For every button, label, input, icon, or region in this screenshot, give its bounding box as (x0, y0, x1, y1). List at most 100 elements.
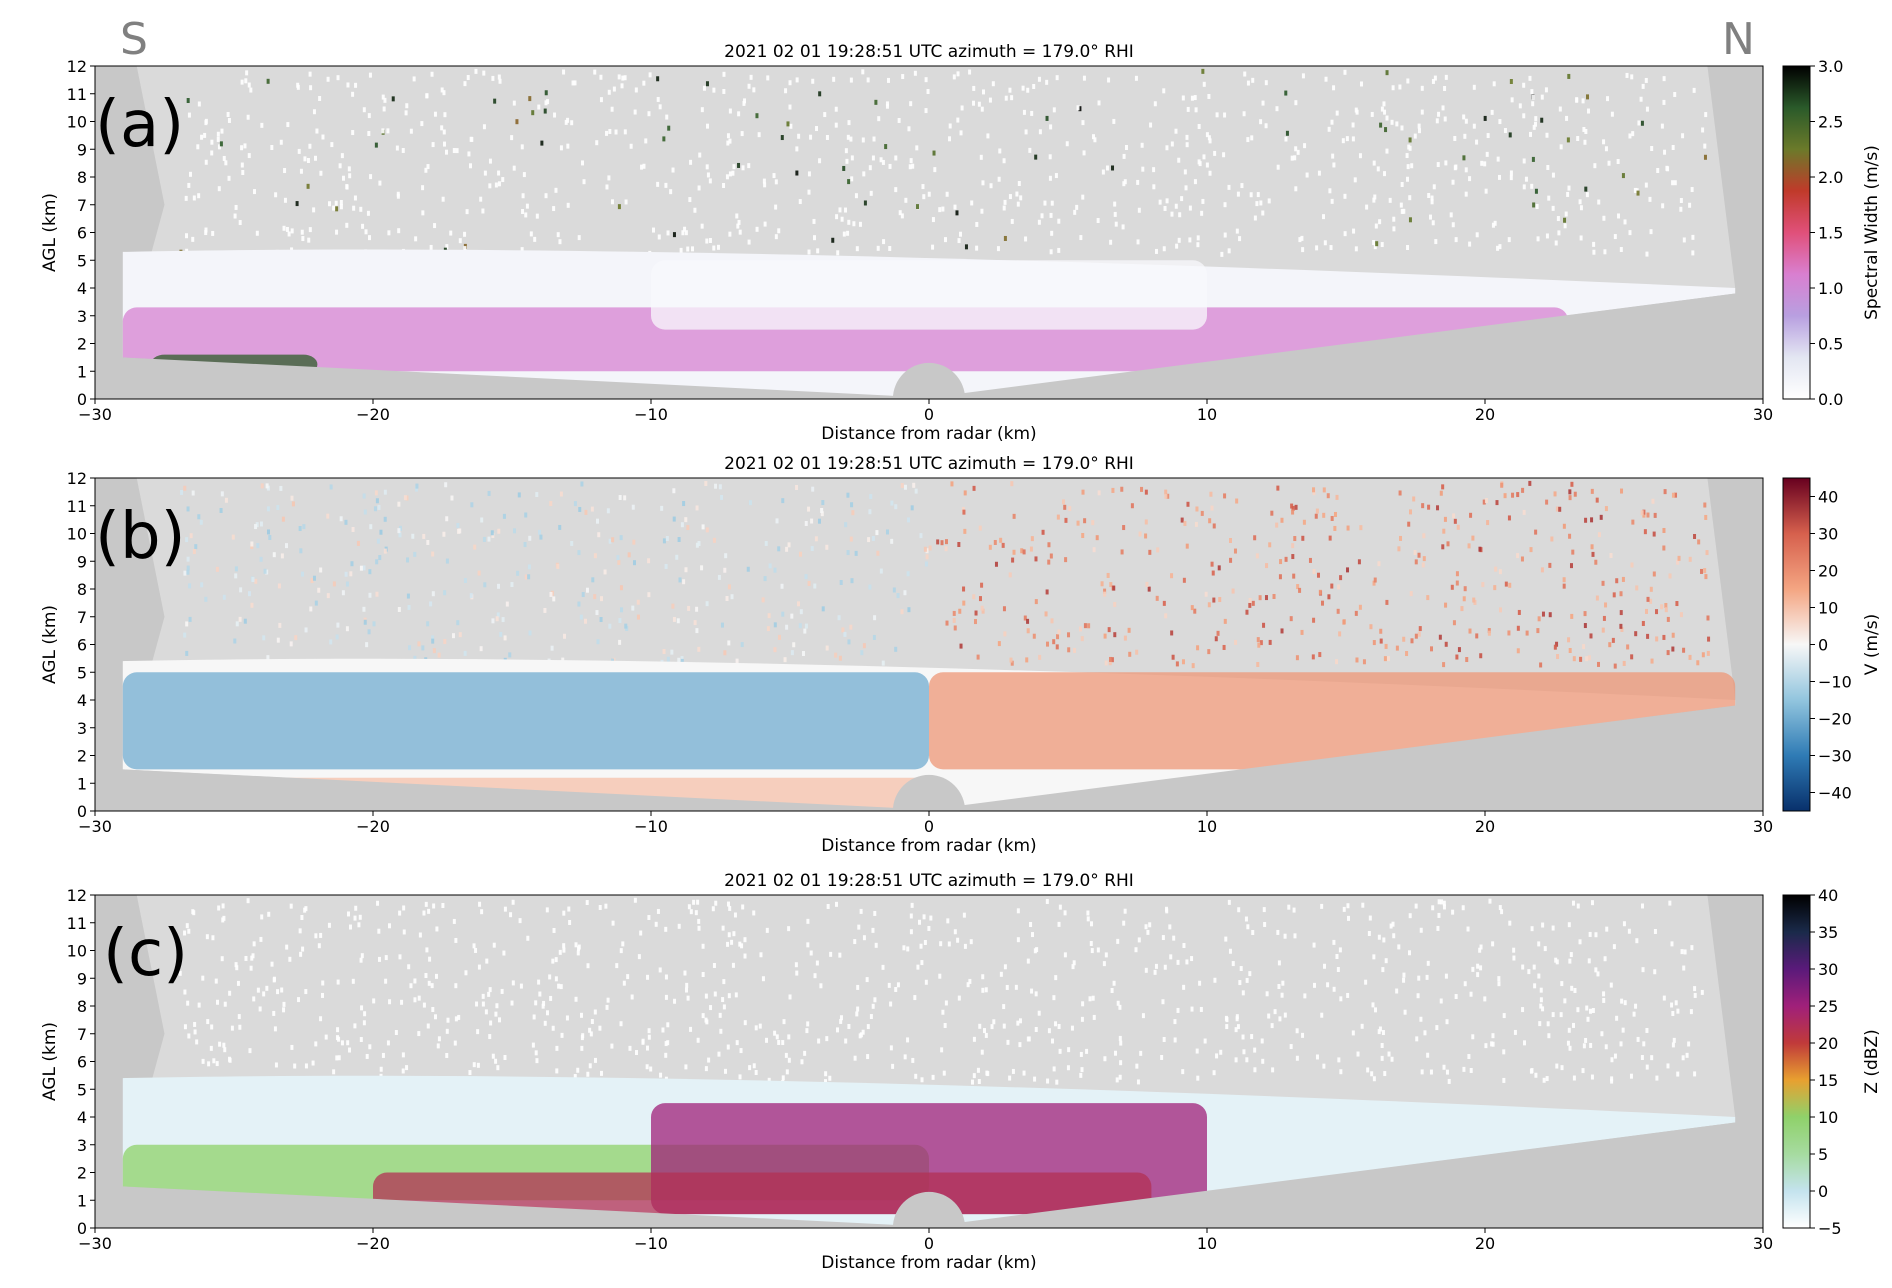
noise-speck (300, 915, 304, 921)
noise-speck (1258, 595, 1262, 601)
noise-speck (1225, 1024, 1229, 1030)
noise-speck (1630, 654, 1634, 660)
noise-speck (1291, 509, 1295, 515)
noise-speck (482, 536, 486, 542)
noise-speck (1091, 520, 1095, 526)
noise-speck (1567, 73, 1571, 79)
noise-speck (1583, 611, 1587, 617)
noise-speck (755, 226, 759, 232)
noise-speck (873, 997, 877, 1003)
noise-speck (881, 660, 885, 666)
noise-speck (761, 597, 765, 603)
noise-speck (618, 495, 622, 501)
noise-speck (697, 185, 701, 191)
noise-speck (913, 995, 917, 1001)
noise-speck (1338, 631, 1342, 637)
noise-speck (961, 507, 965, 513)
noise-speck (1089, 940, 1093, 946)
noise-speck (1445, 1069, 1449, 1075)
noise-speck (1530, 1068, 1534, 1074)
noise-speck (931, 244, 935, 250)
noise-speck (1611, 637, 1615, 643)
noise-speck (875, 530, 879, 536)
noise-speck (739, 1048, 743, 1054)
feature-1 (122, 307, 1569, 372)
noise-speck (231, 534, 235, 540)
noise-speck (1123, 635, 1127, 641)
noise-speck (1046, 1078, 1050, 1084)
noise-speck (1190, 956, 1194, 962)
noise-speck (555, 1045, 559, 1051)
noise-speck (911, 1057, 915, 1063)
noise-speck (780, 135, 784, 141)
noise-speck (1331, 153, 1335, 159)
noise-speck (1210, 505, 1214, 511)
noise-speck (1081, 489, 1085, 495)
noise-speck (1097, 100, 1101, 106)
noise-speck (1119, 1060, 1123, 1066)
noise-speck (1671, 180, 1675, 186)
noise-speck (752, 87, 756, 93)
noise-speck (842, 165, 846, 171)
noise-speck (940, 540, 944, 546)
noise-speck (1482, 499, 1486, 505)
noise-speck (1497, 981, 1501, 987)
noise-speck (1244, 916, 1248, 922)
noise-speck (1653, 969, 1657, 975)
noise-speck (1018, 1018, 1022, 1024)
noise-speck (188, 583, 192, 589)
x-tick-label: −30 (78, 405, 112, 424)
noise-speck (705, 164, 709, 170)
noise-speck (1184, 185, 1188, 191)
noise-speck (1541, 922, 1545, 928)
noise-speck (1463, 133, 1467, 139)
noise-speck (1246, 137, 1250, 143)
noise-speck (953, 625, 957, 631)
noise-speck (1381, 1030, 1385, 1036)
noise-speck (405, 1065, 409, 1071)
noise-speck (813, 973, 817, 979)
noise-speck (1444, 973, 1448, 979)
noise-speck (1512, 955, 1516, 961)
noise-speck (260, 483, 264, 489)
noise-speck (449, 230, 453, 236)
noise-speck (301, 236, 305, 242)
noise-speck (1387, 1051, 1391, 1057)
noise-speck (540, 140, 544, 146)
noise-speck (932, 150, 936, 156)
noise-speck (714, 900, 718, 906)
noise-speck (466, 75, 470, 81)
noise-speck (1208, 138, 1212, 144)
noise-speck (1537, 973, 1541, 979)
noise-speck (866, 1024, 870, 1030)
colorbar-tick-label: −10 (1818, 673, 1852, 692)
noise-speck (1486, 133, 1490, 139)
noise-speck (1534, 188, 1538, 194)
colorbar-tick-label: −5 (1818, 1219, 1842, 1238)
noise-speck (337, 1055, 341, 1061)
noise-speck (1590, 544, 1594, 550)
noise-speck (752, 910, 756, 916)
noise-speck (670, 649, 674, 655)
noise-speck (730, 594, 734, 600)
noise-speck (1165, 145, 1169, 151)
noise-speck (1629, 1073, 1633, 1079)
noise-speck (610, 106, 614, 112)
noise-speck (1370, 111, 1374, 117)
noise-speck (817, 518, 821, 524)
noise-speck (352, 205, 356, 211)
noise-speck (1670, 1002, 1674, 1008)
noise-speck (976, 654, 980, 660)
noise-speck (847, 179, 851, 185)
noise-speck (223, 1047, 227, 1053)
noise-speck (1118, 1035, 1122, 1041)
colorbar-tick-label: 10 (1818, 599, 1838, 618)
noise-speck (303, 156, 307, 162)
noise-speck (683, 970, 687, 976)
noise-speck (962, 600, 966, 606)
noise-speck (1298, 587, 1302, 593)
noise-speck (308, 71, 312, 77)
colorbar-tick-label: 2.5 (1818, 113, 1843, 132)
noise-speck (695, 606, 699, 612)
noise-speck (1594, 967, 1598, 973)
